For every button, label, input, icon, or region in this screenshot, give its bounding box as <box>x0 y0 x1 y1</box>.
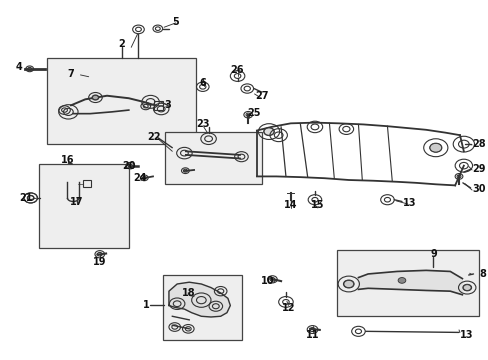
Circle shape <box>397 278 405 283</box>
Polygon shape <box>168 282 230 317</box>
Text: 4: 4 <box>16 62 22 72</box>
Text: 13: 13 <box>402 198 416 208</box>
Text: 8: 8 <box>478 269 485 279</box>
Circle shape <box>264 128 273 135</box>
Text: 7: 7 <box>67 69 74 79</box>
Text: 14: 14 <box>284 200 297 210</box>
Text: 24: 24 <box>133 173 146 183</box>
Text: 18: 18 <box>181 288 195 298</box>
Bar <box>336 250 478 316</box>
Circle shape <box>463 285 470 291</box>
Bar <box>40 164 128 248</box>
Circle shape <box>92 95 98 100</box>
Text: 5: 5 <box>172 17 179 27</box>
Bar <box>165 132 261 184</box>
Text: 16: 16 <box>61 155 74 165</box>
Text: 19: 19 <box>93 257 106 267</box>
Polygon shape <box>358 270 462 295</box>
Text: 13: 13 <box>459 330 472 340</box>
Text: 23: 23 <box>196 120 209 129</box>
Text: 12: 12 <box>281 303 294 314</box>
Text: 3: 3 <box>164 100 170 110</box>
Bar <box>46 58 196 144</box>
Text: 2: 2 <box>118 40 124 49</box>
Bar <box>82 180 90 187</box>
Text: 15: 15 <box>310 200 324 210</box>
Text: 1: 1 <box>142 300 149 310</box>
Text: 21: 21 <box>19 193 33 203</box>
Bar <box>163 275 242 339</box>
Text: 17: 17 <box>70 197 83 207</box>
Text: 29: 29 <box>471 164 485 174</box>
Text: 6: 6 <box>199 78 205 88</box>
Text: 9: 9 <box>429 249 436 259</box>
Circle shape <box>429 143 441 152</box>
Text: 11: 11 <box>305 330 319 340</box>
Text: 27: 27 <box>255 91 268 102</box>
Text: 10: 10 <box>261 276 274 286</box>
Circle shape <box>343 280 353 288</box>
Text: 30: 30 <box>471 184 485 194</box>
Text: 22: 22 <box>147 132 161 142</box>
Text: 20: 20 <box>122 161 135 171</box>
Bar <box>154 101 163 110</box>
Text: 25: 25 <box>247 108 260 118</box>
Text: 26: 26 <box>229 64 243 75</box>
Text: 28: 28 <box>471 139 485 149</box>
